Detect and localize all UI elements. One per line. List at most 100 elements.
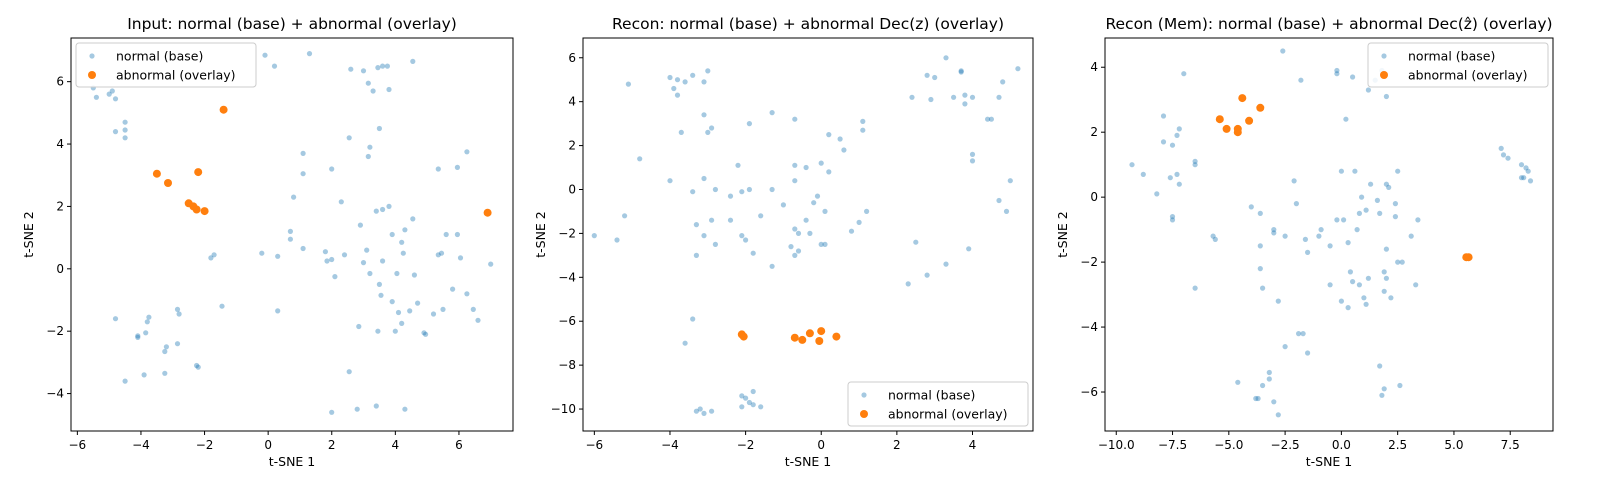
normal-point — [464, 149, 470, 155]
normal-point — [291, 194, 297, 200]
y-axis-label: t-SNE 2 — [21, 211, 36, 258]
normal-point — [1160, 113, 1167, 119]
normal-point — [378, 292, 384, 298]
normal-point — [943, 261, 949, 267]
abnormal-point — [798, 335, 807, 344]
normal-point — [122, 378, 128, 384]
x-tick-label: 4 — [392, 438, 400, 452]
normal-point — [962, 92, 968, 98]
normal-point — [488, 261, 494, 267]
normal-point — [475, 317, 481, 323]
normal-point — [860, 127, 866, 133]
normal-point — [470, 306, 476, 312]
normal-point — [750, 402, 756, 408]
normal-point — [356, 323, 362, 330]
normal-point — [365, 153, 371, 160]
normal-point — [112, 96, 119, 102]
normal-point — [701, 112, 707, 118]
normal-point — [329, 409, 335, 415]
axes-frame — [70, 37, 514, 432]
normal-point — [1316, 233, 1322, 239]
normal-point — [591, 233, 597, 239]
normal-point — [1176, 126, 1182, 132]
abnormal-point — [1215, 115, 1224, 124]
abnormal-point — [200, 207, 209, 216]
x-tick-label: −10.0 — [1098, 438, 1135, 452]
abnormal-point — [1222, 124, 1231, 133]
x-tick-label: 0 — [264, 438, 272, 452]
normal-point — [380, 63, 386, 69]
normal-point — [1334, 71, 1340, 77]
normal-point — [996, 197, 1002, 204]
normal-point — [1338, 298, 1344, 304]
normal-point — [622, 213, 628, 219]
normal-point — [376, 281, 382, 287]
normal-point — [826, 169, 832, 175]
normal-point — [1302, 236, 1308, 242]
normal-point — [1395, 168, 1401, 174]
normal-point — [1192, 162, 1198, 168]
normal-point — [769, 186, 775, 193]
x-tick-label: −7.5 — [1158, 438, 1187, 452]
normal-point — [1257, 210, 1263, 216]
abnormal-point — [739, 332, 748, 341]
normal-point — [106, 91, 112, 97]
normal-point — [109, 88, 115, 94]
normal-point — [705, 129, 711, 135]
normal-point — [807, 230, 813, 236]
normal-point — [709, 125, 715, 131]
abnormal-point — [1245, 116, 1254, 125]
abnormal-point — [164, 179, 172, 187]
legend-marker-normal — [89, 53, 95, 59]
normal-point — [693, 252, 700, 258]
normal-point — [1282, 344, 1288, 350]
x-tick-label: 2 — [893, 438, 901, 452]
normal-point — [1169, 142, 1176, 148]
normal-point — [392, 328, 398, 334]
normal-point — [338, 199, 344, 205]
normal-point — [739, 233, 745, 239]
normal-point — [1347, 269, 1353, 275]
normal-point — [211, 252, 217, 258]
normal-point — [1392, 214, 1398, 220]
normal-point — [701, 410, 707, 416]
normal-point — [697, 406, 703, 412]
normal-point — [674, 77, 681, 83]
legend-marker-abnormal — [860, 410, 868, 418]
normal-point — [1352, 168, 1358, 174]
legend-box — [75, 42, 257, 88]
abnormal-point — [219, 105, 228, 114]
normal-point — [300, 245, 306, 252]
normal-point — [1386, 184, 1392, 190]
axes-frame — [1104, 37, 1554, 432]
normal-point — [373, 403, 379, 409]
normal-point — [384, 63, 390, 69]
chart-panel-1: Input: normal (base) + abnormal (overlay… — [21, 15, 514, 469]
normal-point — [1140, 171, 1146, 177]
normal-point — [423, 331, 429, 337]
normal-point — [818, 241, 824, 247]
normal-point — [324, 258, 330, 264]
normal-point — [667, 74, 673, 81]
normal-point — [454, 164, 460, 170]
y-tick-label: −2 — [46, 324, 64, 338]
legend-entry: normal (base) — [888, 388, 975, 403]
normal-point — [1383, 93, 1389, 100]
legend-box — [1367, 42, 1549, 88]
normal-point — [637, 156, 643, 162]
x-tick-label: 6 — [455, 438, 463, 452]
normal-point — [924, 72, 930, 78]
normal-point — [1305, 249, 1311, 255]
normal-point — [1399, 259, 1405, 265]
normal-point — [709, 408, 715, 414]
normal-point — [1212, 236, 1218, 242]
normal-point — [811, 200, 817, 206]
normal-point — [1498, 145, 1504, 151]
legend-marker-abnormal — [1380, 71, 1388, 79]
normal-point — [1374, 197, 1380, 203]
normal-point — [1377, 210, 1383, 216]
normal-point — [1015, 66, 1021, 72]
normal-point — [860, 118, 866, 124]
normal-point — [1296, 331, 1302, 337]
legend: normal (base) abnormal (overlay) — [75, 42, 257, 88]
